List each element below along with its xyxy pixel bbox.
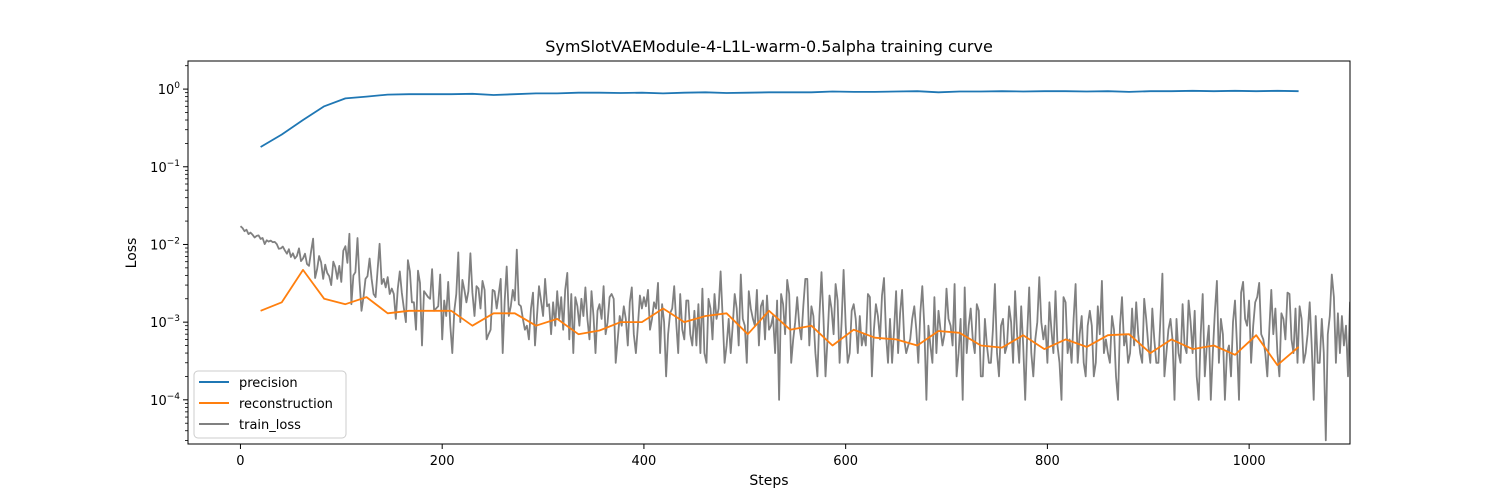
legend: precision reconstruction train_loss (193, 370, 347, 439)
x-axis-label: Steps (749, 473, 788, 489)
legend-label-precision: precision (239, 376, 298, 391)
x-tick-label: 800 (1035, 454, 1060, 469)
x-tick-label: 400 (632, 454, 657, 469)
y-tick-label: 10−3 (150, 314, 180, 331)
legend-box (193, 370, 347, 439)
x-tick-label: 0 (236, 454, 244, 469)
plot-area (187, 60, 1351, 445)
legend-label-reconstruction: reconstruction (239, 397, 333, 412)
series-line-train-loss (239, 225, 1350, 442)
series-layer (239, 89, 1350, 442)
y-axis-label: Loss (124, 238, 140, 269)
y-tick-label: 10−4 (150, 392, 180, 409)
y-tick-label: 10−2 (150, 236, 180, 253)
y-tick-label: 100 (158, 81, 181, 98)
y-axis: 10−4 10−3 10−2 10−1 100 (150, 65, 188, 441)
series-line-precision (260, 89, 1299, 148)
x-tick-label: 1000 (1233, 454, 1266, 469)
chart-title: SymSlotVAEModule-4-L1L-warm-0.5alpha tra… (545, 37, 993, 56)
x-axis: 0 200 400 600 800 1000 (236, 444, 1266, 469)
plot-frame (187, 60, 1351, 445)
x-tick-label: 200 (430, 454, 455, 469)
y-tick-label: 10−1 (150, 159, 180, 176)
legend-label-train-loss: train_loss (239, 418, 301, 433)
series-line-reconstruction (260, 268, 1300, 367)
x-tick-label: 600 (833, 454, 858, 469)
